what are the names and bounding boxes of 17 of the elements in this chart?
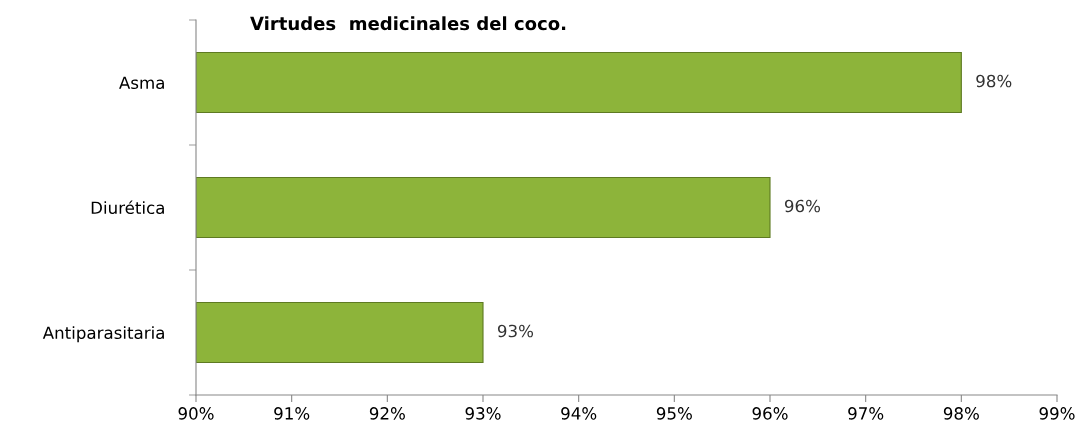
data-label: 98% bbox=[976, 74, 1012, 88]
x-tick-label: 93% bbox=[465, 407, 501, 420]
x-tick-label: 95% bbox=[656, 407, 692, 420]
data-label: 93% bbox=[497, 324, 534, 338]
chart-title: Virtudes medicinales del coco. bbox=[250, 16, 566, 31]
x-tick-label: 98% bbox=[943, 407, 979, 420]
y-tick-label: Diurética bbox=[91, 200, 164, 215]
x-tick-label: 90% bbox=[178, 407, 214, 420]
x-tick-label: 92% bbox=[369, 407, 405, 420]
y-tick-label: Antiparasitaria bbox=[42, 326, 164, 343]
x-tick-label: 94% bbox=[561, 407, 597, 420]
x-tick-label: 91% bbox=[274, 407, 310, 420]
x-tick-label: 97% bbox=[848, 407, 884, 420]
y-tick-label: Asma bbox=[119, 76, 164, 90]
x-tick-label: 96% bbox=[752, 407, 788, 420]
data-label: 96% bbox=[784, 199, 821, 213]
x-tick-label: 99% bbox=[1039, 407, 1075, 420]
